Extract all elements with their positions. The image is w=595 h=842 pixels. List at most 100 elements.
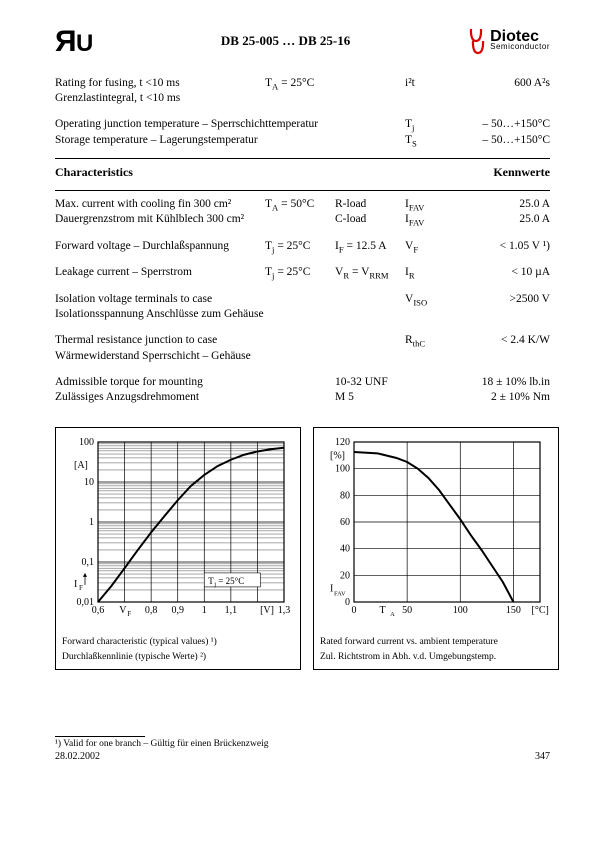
footer-date: 28.02.2002 <box>55 751 100 762</box>
svg-text:0,1: 0,1 <box>82 557 95 568</box>
svg-text:FAV: FAV <box>334 591 346 598</box>
svg-text:A: A <box>390 611 395 618</box>
svg-text:100: 100 <box>453 605 468 616</box>
svg-text:[A]: [A] <box>74 460 88 471</box>
rating-fusing-de: Grenzlastintegral, t <10 ms <box>55 90 265 105</box>
footnote-rule <box>55 736 145 737</box>
svg-text:50: 50 <box>402 605 412 616</box>
svg-text:20: 20 <box>340 571 350 582</box>
svg-text:[V]: [V] <box>260 605 274 616</box>
svg-text:0,9: 0,9 <box>171 605 184 616</box>
char-torque-de: Zulässiges Anzugsdrehmoment <box>55 390 335 405</box>
chart1-svg: 0,60,80,911,11,30,010,1110100[A]IFVF[V]T… <box>62 436 294 634</box>
svg-text:100: 100 <box>79 437 94 448</box>
svg-text:0: 0 <box>345 597 350 608</box>
chart2-caption-de: Zul. Richtstrom in Abh. v.d. Umgebungste… <box>320 652 552 663</box>
char-maxcurrent-sym1: IFAV <box>405 197 450 212</box>
rating-tj-label: Operating junction temperature – Sperrsc… <box>55 117 405 132</box>
char-vf-val: < 1.05 V ¹) <box>450 238 550 253</box>
rating-ts-label: Storage temperature – Lagerungstemperatu… <box>55 132 405 147</box>
char-ir-label: Leakage current – Sperrstrom <box>55 265 265 280</box>
char-maxcurrent-sym2: IFAV <box>405 212 450 227</box>
footer-row: 28.02.2002 347 <box>55 751 550 762</box>
svg-text:1: 1 <box>202 605 207 616</box>
section-header: Characteristics Kennwerte <box>55 165 550 180</box>
svg-text:[%]: [%] <box>330 451 345 462</box>
svg-text:0: 0 <box>352 605 357 616</box>
char-ir-cond1: Tj = 25°C <box>265 265 335 280</box>
char-maxcurrent-cond: TA = 50°C <box>265 197 335 212</box>
rating-ts-val: – 50…+150°C <box>450 132 550 147</box>
rating-fusing-en: Rating for fusing, t <10 ms <box>55 75 265 90</box>
char-ir-cond2: VR = VRRM <box>335 265 405 280</box>
svg-text:1,1: 1,1 <box>225 605 238 616</box>
ul-recognized-icon: Я U <box>55 25 103 57</box>
svg-text:40: 40 <box>340 544 350 555</box>
rating-tj-sym: Tj <box>405 117 450 132</box>
svg-text:100: 100 <box>335 464 350 475</box>
svg-text:1,3: 1,3 <box>278 605 291 616</box>
char-viso-val: >2500 V <box>450 291 550 306</box>
chart1-caption-de: Durchlaßkennlinie (typische Werte) ²) <box>62 652 294 663</box>
char-maxcurrent-val2: 25.0 A <box>450 212 550 227</box>
svg-text:10: 10 <box>84 477 94 488</box>
footnote-text: ¹) Valid for one branch – Gültig für ein… <box>55 739 550 749</box>
rating-fusing-cond: TA = 25°C <box>265 75 335 90</box>
chart2-svg: 0 50 100 150 0 20 40 60 80 100 120 [%] IFAV TA [°C] <box>320 436 552 634</box>
header: Я U DB 25-005 … DB 25-16 Diotec Semicond… <box>55 25 550 57</box>
char-rth-sym: RthC <box>405 333 450 348</box>
char-vf-cond2: IF = 12.5 A <box>335 238 405 253</box>
char-maxcurrent-load1: R-load <box>335 197 405 212</box>
footer-page: 347 <box>535 751 550 762</box>
rating-fusing-val: 600 A²s <box>450 75 550 90</box>
char-viso-sym: VISO <box>405 291 450 306</box>
brand-subtitle: Semiconductor <box>490 42 550 51</box>
svg-text:I: I <box>74 579 77 590</box>
char-vf-cond1: Tj = 25°C <box>265 238 335 253</box>
ratings-table: Rating for fusing, t <10 ms TA = 25°C i²… <box>55 75 550 148</box>
section-rule-bottom <box>55 190 550 191</box>
svg-text:1: 1 <box>89 517 94 528</box>
rating-ts-sym: TS <box>405 132 450 147</box>
svg-text:120: 120 <box>335 437 350 448</box>
brand-name: Diotec <box>490 31 550 42</box>
section-rule-top <box>55 158 550 159</box>
chart1-caption-en: Forward characteristic (typical values) … <box>62 637 294 648</box>
svg-text:60: 60 <box>340 517 350 528</box>
svg-text:T: T <box>380 605 386 616</box>
section-right: Kennwerte <box>493 165 550 180</box>
char-maxcurrent-load2: C-load <box>335 212 405 227</box>
rating-tj-val: – 50…+150°C <box>450 117 550 132</box>
svg-text:I: I <box>330 584 333 595</box>
char-torque-v2: 2 ± 10% Nm <box>450 390 550 405</box>
svg-text:80: 80 <box>340 491 350 502</box>
svg-text:j: j <box>213 581 216 588</box>
char-maxcurrent-en: Max. current with cooling fin 300 cm² <box>55 197 265 212</box>
section-left: Characteristics <box>55 165 133 180</box>
svg-text:F: F <box>127 610 131 618</box>
char-maxcurrent-val1: 25.0 A <box>450 197 550 212</box>
svg-text:[°C]: [°C] <box>531 605 548 616</box>
svg-text:Я: Я <box>55 25 77 58</box>
svg-text:150: 150 <box>506 605 521 616</box>
char-ir-val: < 10 µA <box>450 265 550 280</box>
char-torque-en: Admissible torque for mounting <box>55 375 335 390</box>
svg-text:V: V <box>119 605 127 616</box>
char-rth-de: Wärmewiderstand Sperrschicht – Gehäuse <box>55 348 550 363</box>
char-vf-sym: VF <box>405 238 450 253</box>
diotec-logo: Diotec Semiconductor <box>468 27 550 55</box>
svg-text:U: U <box>76 30 93 57</box>
charts-row: 0,60,80,911,11,30,010,1110100[A]IFVF[V]T… <box>55 427 550 670</box>
chart-forward-characteristic: 0,60,80,911,11,30,010,1110100[A]IFVF[V]T… <box>55 427 301 670</box>
svg-text:F: F <box>79 584 83 592</box>
chart2-caption-en: Rated forward current vs. ambient temper… <box>320 637 552 648</box>
char-maxcurrent-de: Dauergrenzstrom mit Kühlblech 300 cm² <box>55 212 265 227</box>
char-viso-de: Isolationsspannung Anschlüsse zum Gehäus… <box>55 306 550 321</box>
char-viso-en: Isolation voltage terminals to case <box>55 291 405 306</box>
chart-derating: 0 50 100 150 0 20 40 60 80 100 120 [%] IFAV TA [°C] Ra… <box>313 427 559 670</box>
rating-fusing-sym: i²t <box>405 75 450 90</box>
char-torque-t1: 10-32 UNF <box>335 375 450 390</box>
char-rth-en: Thermal resistance junction to case <box>55 333 405 348</box>
datasheet-page: Я U DB 25-005 … DB 25-16 Diotec Semicond… <box>0 0 595 842</box>
svg-text:0,8: 0,8 <box>145 605 158 616</box>
